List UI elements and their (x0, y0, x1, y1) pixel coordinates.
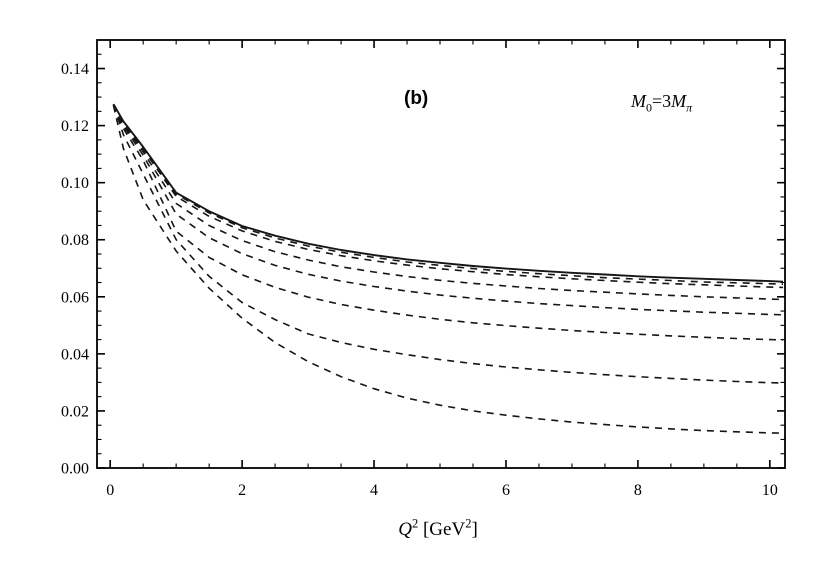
x-axis-title: Q2 [GeV2] (338, 516, 538, 541)
y-tick-label: 0.00 (61, 461, 89, 478)
unit-gev: GeV (429, 519, 466, 540)
panel-label: (b) (404, 88, 429, 109)
x-tick-label: 8 (634, 482, 642, 499)
y-tick-label: 0.14 (61, 61, 89, 78)
y-tick-label: 0.02 (61, 403, 89, 420)
y-tick-label: 0.10 (61, 175, 89, 192)
unit-exponent: 2 (465, 516, 472, 531)
curve-dashed-1 (112, 103, 784, 285)
x-tick-label: 6 (502, 482, 510, 499)
mass-equals-coefficient: =3 (652, 91, 672, 111)
q-exponent: 2 (411, 516, 419, 531)
pion-subscript: π (686, 100, 693, 115)
curve-dashed-6 (112, 104, 784, 384)
mass-symbol: M (631, 91, 646, 111)
y-tick-label: 0.08 (61, 232, 89, 249)
curve-dashed-5 (112, 104, 784, 341)
unit-bracket-open: [ (422, 519, 430, 540)
unit-bracket-close: ] (471, 519, 478, 540)
mass-subscript-zero: 0 (646, 100, 652, 115)
curve-dashed-2 (112, 103, 784, 289)
curve-dashed-4 (112, 104, 784, 316)
y-tick-label: 0.06 (61, 289, 89, 306)
y-tick-label: 0.12 (61, 118, 89, 135)
x-tick-label: 4 (370, 482, 378, 499)
x-tick-label: 0 (106, 482, 114, 499)
x-tick-label: 10 (762, 482, 778, 499)
pion-mass-symbol: M (671, 91, 687, 111)
x-tick-label: 2 (238, 482, 246, 499)
q-squared-symbol: Q (398, 519, 412, 540)
curve-full-result (112, 103, 784, 283)
curve-dashed-7 (112, 105, 784, 434)
y-tick-label: 0.04 (61, 346, 89, 363)
mass-parameter-label: M0=3Mπ (631, 91, 693, 115)
curve-dashed-3 (112, 104, 784, 301)
